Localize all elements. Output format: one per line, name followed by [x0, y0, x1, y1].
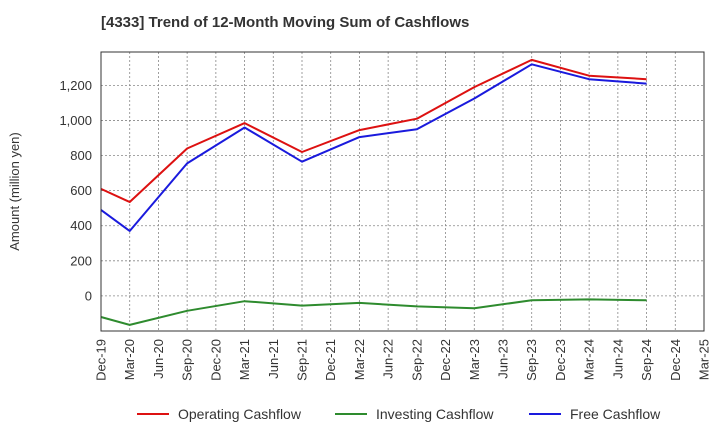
- legend-item-operating-cashflow: Operating Cashflow: [137, 406, 302, 422]
- x-tick-label: Jun-20: [151, 339, 166, 379]
- plot-frame: [100, 51, 705, 332]
- x-tick-label: Jun-24: [610, 339, 625, 379]
- legend-item-free-cashflow: Free Cashflow: [529, 406, 661, 422]
- chart-title: [4333] Trend of 12-Month Moving Sum of C…: [101, 14, 470, 31]
- legend-label: Free Cashflow: [570, 406, 661, 422]
- x-tick-label: Mar-20: [122, 339, 137, 380]
- y-axis-label: Amount (million yen): [7, 132, 22, 251]
- y-tick-label: 0: [85, 288, 92, 303]
- x-tick-label: Dec-24: [668, 339, 683, 381]
- x-tick-label: Mar-21: [237, 339, 252, 380]
- y-tick-label: 200: [70, 253, 92, 268]
- x-tick-label: Jun-21: [266, 339, 281, 379]
- x-tick-label: Dec-21: [323, 339, 338, 381]
- x-tick-label: Sep-22: [409, 339, 424, 381]
- x-tick-label: Sep-23: [524, 339, 539, 381]
- legend-label: Operating Cashflow: [178, 406, 302, 422]
- y-tick-labels: 0 200 400 600 800 1,000 1,200: [59, 78, 92, 304]
- legend: Operating Cashflow Investing Cashflow Free…: [137, 406, 661, 422]
- legend-item-investing-cashflow: Investing Cashflow: [335, 406, 494, 422]
- x-tick-label: Dec-19: [94, 339, 109, 381]
- y-tick-label: 1,000: [59, 113, 92, 128]
- legend-label: Investing Cashflow: [376, 406, 494, 422]
- operating-cashflow-line: [100, 58, 647, 203]
- investing-cashflow-line: [100, 298, 647, 326]
- x-tick-label: Mar-23: [467, 339, 482, 380]
- y-tick-label: 400: [70, 218, 92, 233]
- y-tick-label: 1,200: [59, 78, 92, 93]
- series-lines: [100, 58, 647, 326]
- x-tick-label: Mar-25: [697, 339, 712, 380]
- x-tick-label: Dec-23: [553, 339, 568, 381]
- x-tick-label: Jun-22: [381, 339, 396, 379]
- x-tick-labels: Dec-19 Mar-20 Jun-20 Sep-20 Dec-20 Mar-21 Jun-…: [94, 339, 712, 381]
- x-tick-label: Dec-22: [438, 339, 453, 381]
- x-tick-label: Sep-20: [180, 339, 195, 381]
- free-cashflow-line: [100, 63, 647, 232]
- x-tick-label: Sep-24: [639, 339, 654, 381]
- x-tick-label: Mar-24: [582, 339, 597, 380]
- x-tick-label: Mar-22: [352, 339, 367, 380]
- x-tick-label: Jun-23: [496, 339, 511, 379]
- y-tick-label: 800: [70, 148, 92, 163]
- x-tick-label: Dec-20: [208, 339, 223, 381]
- y-tick-label: 600: [70, 183, 92, 198]
- x-tick-label: Sep-21: [295, 339, 310, 381]
- grid: [101, 52, 704, 331]
